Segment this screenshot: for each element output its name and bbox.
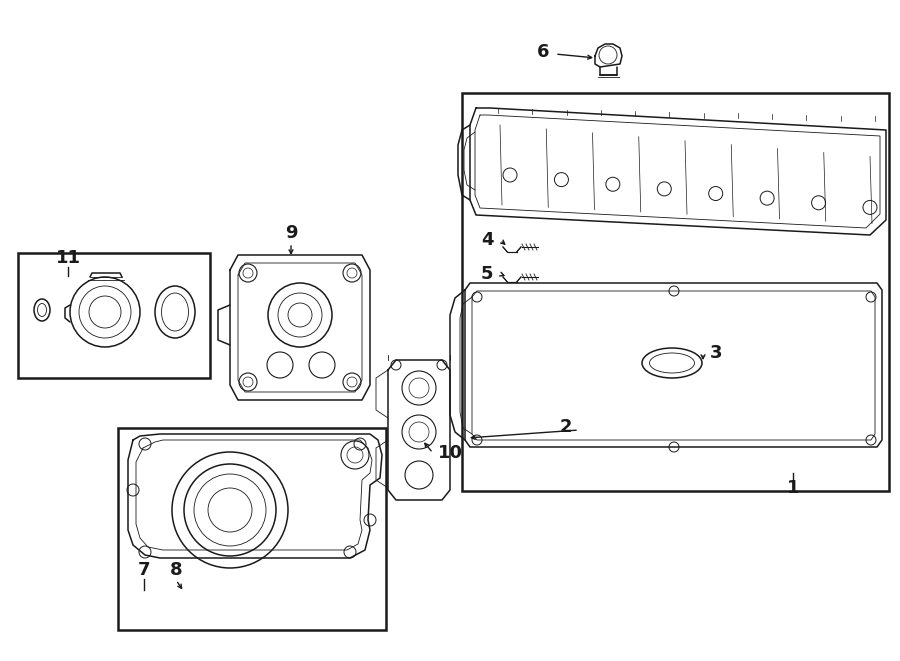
Text: 10: 10 (437, 444, 463, 462)
Bar (462, 93, 889, 491)
Text: 2: 2 (560, 418, 572, 436)
Text: 1: 1 (787, 479, 799, 497)
Text: 5: 5 (481, 265, 493, 283)
Text: 3: 3 (710, 344, 722, 362)
Bar (18, 253, 210, 378)
Bar (118, 428, 386, 630)
Text: 7: 7 (138, 561, 150, 579)
Text: 11: 11 (56, 249, 80, 267)
Text: 4: 4 (481, 231, 493, 249)
Text: 8: 8 (170, 561, 183, 579)
Text: 6: 6 (536, 43, 549, 61)
Text: 9: 9 (284, 224, 297, 242)
